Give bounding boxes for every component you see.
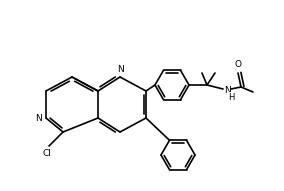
Text: O: O xyxy=(235,60,241,69)
Text: H: H xyxy=(228,92,234,101)
Text: Cl: Cl xyxy=(43,149,51,158)
Text: N: N xyxy=(224,86,231,95)
Text: N: N xyxy=(35,113,42,122)
Text: N: N xyxy=(117,65,123,74)
